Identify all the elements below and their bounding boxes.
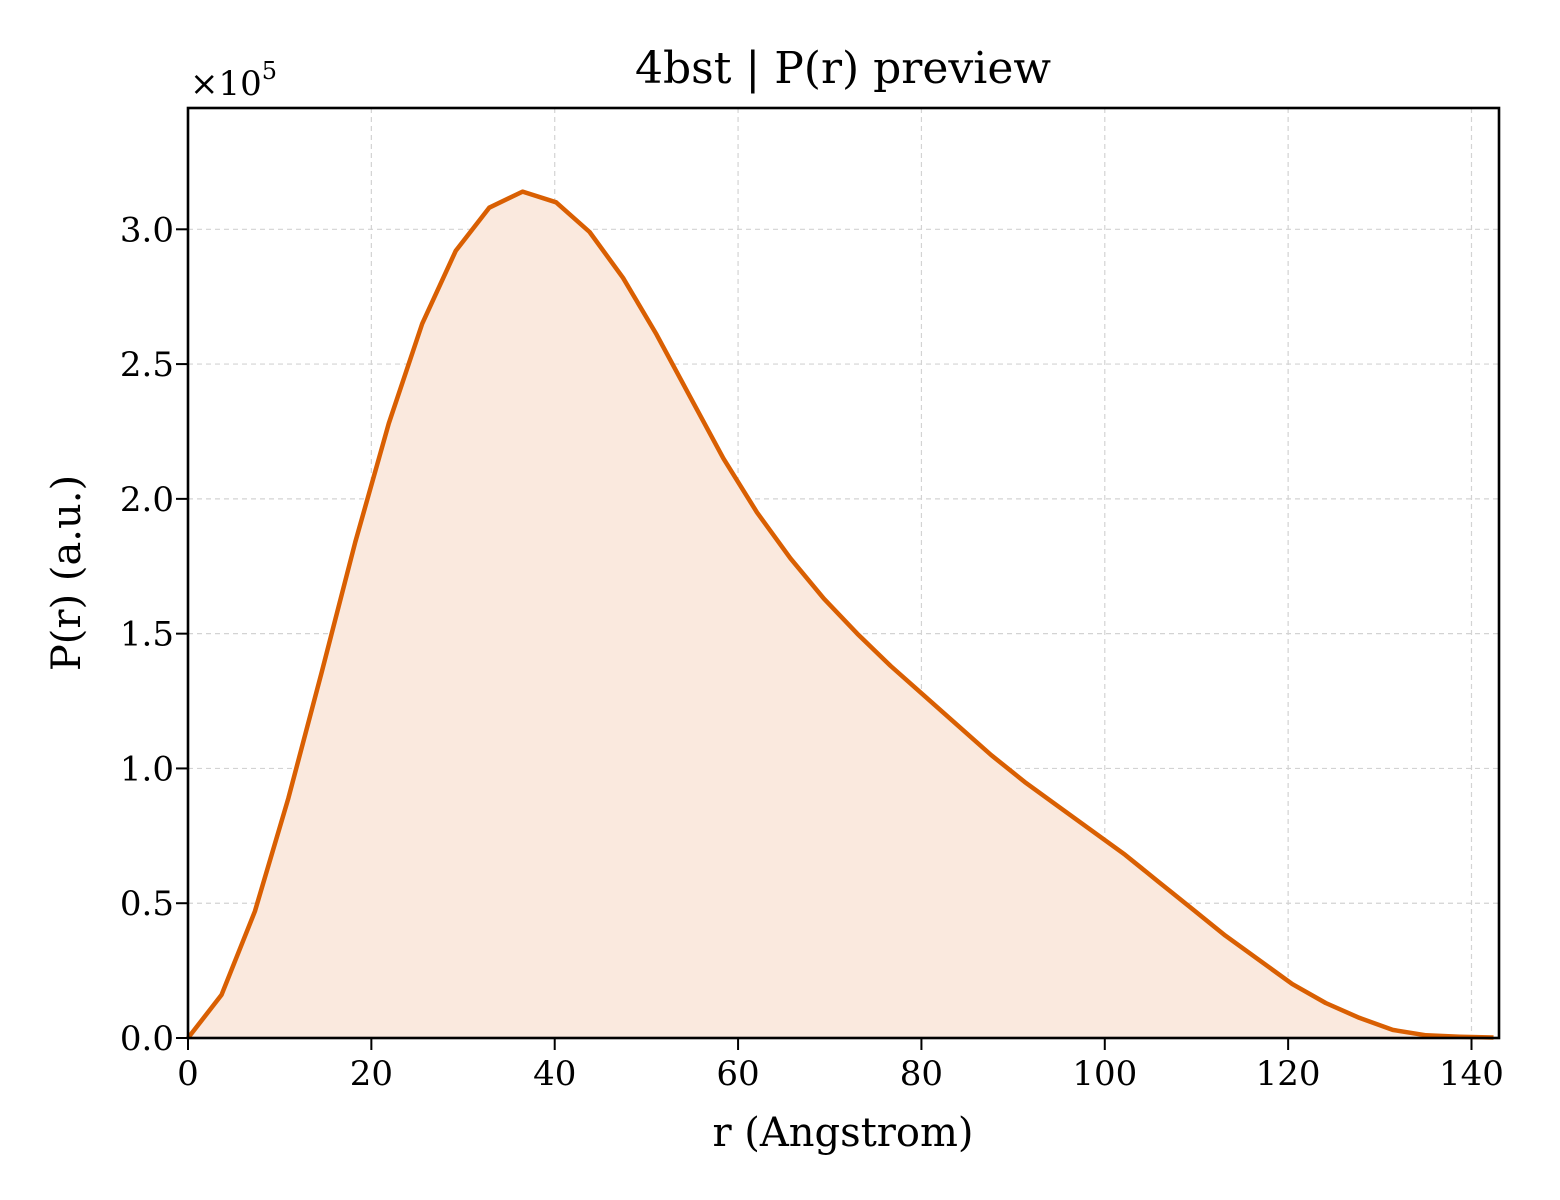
x-tick-label: 0 — [177, 1054, 199, 1094]
chart-title: 4bst | P(r) preview — [635, 43, 1051, 94]
pr-area-fill — [188, 191, 1494, 1039]
pr-series-line — [186, 189, 1494, 1040]
x-tick-label: 100 — [1072, 1054, 1137, 1094]
y-axis-label: P(r) (a.u.) — [44, 475, 90, 671]
x-axis-label: r (Angstrom) — [712, 1110, 973, 1156]
x-tick-label: 140 — [1439, 1054, 1504, 1094]
y-tick-label: 0.5 — [120, 884, 174, 924]
y-tick-label: 3.0 — [120, 210, 174, 250]
x-tick-label: 60 — [716, 1054, 759, 1094]
x-tick-label: 80 — [900, 1054, 943, 1094]
plot-frame — [186, 106, 1501, 1040]
y-tick-label: 0.0 — [120, 1019, 174, 1059]
x-tick-label: 40 — [533, 1054, 576, 1094]
y-tick-label: 1.0 — [120, 749, 174, 789]
x-axis-ticks: 0 20 40 60 80 100 120 140 — [177, 1038, 1504, 1094]
x-tick-label: 20 — [350, 1054, 393, 1094]
y-axis-ticks: 0.0 0.5 1.0 1.5 2.0 2.5 3.0 — [120, 210, 188, 1059]
y-scale-multiplier: ×105 — [190, 57, 277, 104]
y-tick-label: 1.5 — [120, 615, 174, 655]
y-tick-label: 2.0 — [120, 480, 174, 520]
x-tick-label: 120 — [1256, 1054, 1321, 1094]
y-tick-label: 2.5 — [120, 345, 174, 385]
